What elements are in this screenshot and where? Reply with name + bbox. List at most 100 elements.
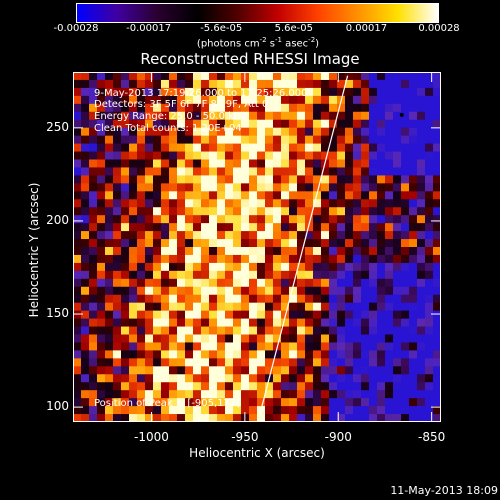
heatmap-cell: [337, 247, 346, 256]
heatmap-cell: [161, 278, 170, 288]
heatmap-cell: [177, 358, 186, 367]
heatmap-cell: [369, 398, 378, 407]
heatmap-cell: [393, 127, 402, 137]
heatmap-cell: [281, 95, 290, 105]
heatmap-cell: [145, 254, 154, 264]
heatmap-cell: [329, 294, 338, 304]
heatmap-cell: [361, 302, 370, 312]
heatmap-cell: [169, 254, 178, 264]
heatmap-cell: [361, 183, 370, 192]
heatmap-cell: [281, 382, 290, 391]
heatmap-cell: [329, 199, 338, 208]
heatmap-cell: [417, 302, 426, 312]
heatmap-cell: [265, 326, 274, 335]
heatmap-cell: [241, 223, 250, 232]
heatmap-cell: [313, 72, 322, 81]
heatmap-cell: [329, 207, 338, 216]
heatmap-cell: [377, 119, 386, 129]
heatmap-cell: [409, 111, 418, 121]
heatmap-cell: [313, 278, 322, 288]
heatmap-cell: [121, 151, 130, 160]
energy-range-text: Energy Range: 25.0 - 50.0 keV: [94, 111, 247, 122]
heatmap-cell: [401, 207, 410, 216]
heatmap-cell: [241, 310, 250, 320]
heatmap-cell: [113, 111, 122, 121]
heatmap-cell: [169, 406, 178, 415]
heatmap-cell: [273, 350, 282, 359]
heatmap-cell: [433, 406, 441, 415]
heatmap-cell: [401, 254, 410, 264]
heatmap-cell: [137, 231, 146, 240]
heatmap-cell: [265, 350, 274, 359]
heatmap-cell: [257, 350, 266, 359]
heatmap-cell: [81, 119, 90, 129]
heatmap-cell: [281, 286, 290, 296]
heatmap-cell: [89, 254, 98, 264]
heatmap-cell: [249, 398, 258, 407]
heatmap-cell: [345, 262, 354, 272]
heatmap-cell: [249, 358, 258, 367]
heatmap-cell: [305, 406, 314, 415]
heatmap-cell: [361, 223, 370, 232]
heatmap-cell: [241, 382, 250, 391]
heatmap-cell: [241, 231, 250, 240]
heatmap-cell: [105, 390, 114, 399]
heatmap-cell: [433, 358, 441, 367]
heatmap-cell: [121, 191, 130, 200]
heatmap-cell: [81, 366, 90, 375]
heatmap-cell: [177, 414, 186, 422]
heatmap-cell: [225, 366, 234, 375]
heatmap-cell: [121, 72, 130, 81]
heatmap-cell: [185, 215, 194, 224]
heatmap-cell: [369, 382, 378, 391]
heatmap-cell: [153, 199, 162, 208]
heatmap-cell: [201, 310, 210, 320]
heatmap-cell: [361, 286, 370, 296]
heatmap-cell: [169, 87, 178, 97]
heatmap-cell: [305, 111, 314, 121]
heatmap-cell: [289, 270, 298, 280]
heatmap-cell: [145, 270, 154, 280]
heatmap-cell: [297, 326, 306, 335]
heatmap-cell: [193, 231, 202, 240]
heatmap-cell: [241, 326, 250, 335]
heatmap-cell: [225, 223, 234, 232]
heatmap-cell: [193, 254, 202, 264]
heatmap-cell: [409, 414, 418, 422]
heatmap-cell: [81, 231, 90, 240]
heatmap-cell: [361, 374, 370, 383]
heatmap-cell: [433, 382, 441, 391]
heatmap-cell: [217, 95, 226, 105]
heatmap-cell: [265, 95, 274, 105]
heatmap-cell: [425, 406, 434, 415]
heatmap-cell: [209, 358, 218, 367]
heatmap-cell: [137, 254, 146, 264]
heatmap-cell: [89, 95, 98, 105]
heatmap-cell: [273, 175, 282, 184]
heatmap-cell: [241, 262, 250, 272]
heatmap-cell: [369, 207, 378, 216]
heatmap-cell: [321, 207, 330, 216]
heatmap-cell: [393, 231, 402, 240]
heatmap-cell: [177, 191, 186, 200]
heatmap-cell: [305, 262, 314, 272]
heatmap-cell: [209, 191, 218, 200]
heatmap-cell: [313, 398, 322, 407]
heatmap-cell: [409, 270, 418, 280]
heatmap-cell: [225, 111, 234, 121]
heatmap-cell: [129, 326, 138, 335]
heatmap-cell: [257, 414, 266, 422]
heatmap-cell: [153, 111, 162, 121]
heatmap-cell: [361, 254, 370, 264]
heatmap-cell: [337, 167, 346, 176]
heatmap-cell: [153, 247, 162, 256]
heatmap-cell: [305, 87, 314, 97]
heatmap-cell: [73, 310, 82, 320]
heatmap-cell: [345, 103, 354, 113]
heatmap-cell: [121, 374, 130, 383]
heatmap-cell: [417, 175, 426, 184]
heatmap-cell: [241, 151, 250, 160]
heatmap-cell: [169, 334, 178, 343]
heatmap-cell: [209, 223, 218, 232]
heatmap-cell: [265, 111, 274, 121]
